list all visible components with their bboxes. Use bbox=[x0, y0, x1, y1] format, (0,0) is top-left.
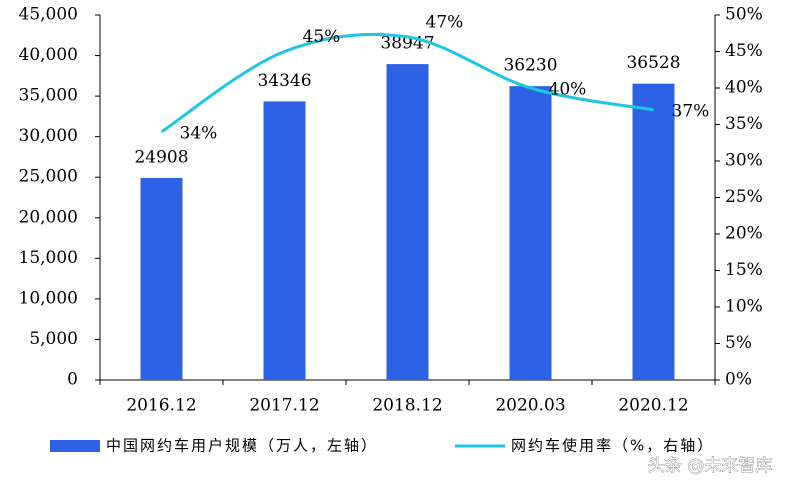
y2-tick-label: 20% bbox=[725, 224, 763, 244]
y-tick-label: 20,000 bbox=[19, 207, 78, 227]
bar-label: 24908 bbox=[134, 147, 188, 167]
y2-tick-label: 50% bbox=[725, 5, 763, 25]
y2-tick-label: 30% bbox=[725, 151, 763, 171]
y-tick-label: 0 bbox=[67, 370, 78, 390]
x-tick-label: 2020.03 bbox=[495, 396, 565, 416]
watermark: 头条 @未来智库 bbox=[648, 456, 772, 476]
bar-label: 34346 bbox=[257, 71, 311, 91]
y-tick-label: 10,000 bbox=[19, 288, 78, 308]
y2-tick-label: 40% bbox=[725, 78, 763, 98]
y-tick-label: 5,000 bbox=[29, 329, 78, 349]
bar bbox=[140, 177, 183, 380]
bar bbox=[386, 64, 429, 380]
y2-tick-label: 35% bbox=[725, 114, 763, 134]
y2-tick-label: 5% bbox=[725, 333, 752, 353]
y2-tick-label: 0% bbox=[725, 370, 752, 390]
y2-tick-label: 25% bbox=[725, 187, 763, 207]
y-tick-label: 25,000 bbox=[19, 167, 78, 187]
legend-label: 网约车使用率（%，右轴） bbox=[511, 437, 714, 455]
y-tick-label: 35,000 bbox=[19, 86, 78, 106]
bar bbox=[632, 83, 675, 380]
y2-tick-label: 10% bbox=[725, 297, 763, 317]
x-tick-label: 2020.12 bbox=[618, 396, 688, 416]
bar-label: 36528 bbox=[626, 53, 680, 73]
y-tick-label: 15,000 bbox=[19, 248, 78, 268]
legend-label: 中国网约车用户规模（万人，左轴） bbox=[106, 437, 378, 455]
bar bbox=[263, 101, 306, 381]
y2-tick-label: 15% bbox=[725, 260, 763, 280]
y-tick-label: 30,000 bbox=[19, 126, 78, 146]
legend-swatch bbox=[50, 440, 100, 452]
line-label: 34% bbox=[180, 123, 218, 143]
y-tick-label: 40,000 bbox=[19, 45, 78, 65]
x-tick-label: 2018.12 bbox=[372, 396, 442, 416]
line bbox=[160, 32, 654, 134]
line-label: 37% bbox=[672, 101, 710, 121]
bar bbox=[509, 86, 552, 380]
line-label: 45% bbox=[303, 27, 341, 47]
y-tick-label: 45,000 bbox=[19, 5, 78, 25]
line-label: 40% bbox=[549, 80, 587, 100]
x-tick-label: 2017.12 bbox=[249, 396, 319, 416]
x-tick-label: 2016.12 bbox=[126, 396, 196, 416]
bar-label: 36230 bbox=[503, 56, 557, 76]
y2-tick-label: 45% bbox=[725, 41, 763, 61]
line-label: 47% bbox=[426, 12, 464, 32]
